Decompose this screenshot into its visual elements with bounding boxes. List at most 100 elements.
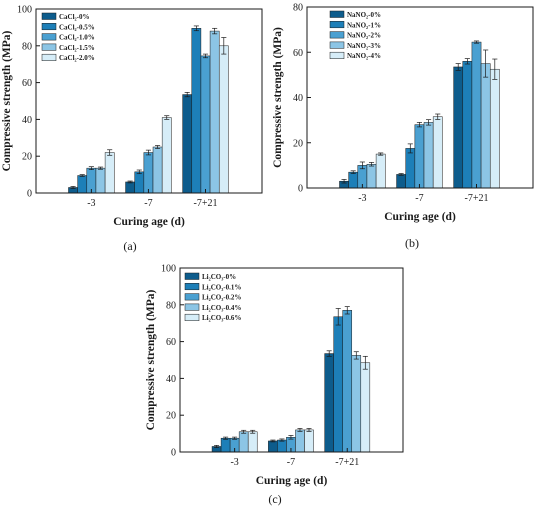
panel-label: (a) [123,239,136,253]
bar-2-3 [191,28,202,194]
y-tick-label: 0 [171,448,176,459]
legend: Li₂CO₃-0% Li₂CO₃-0.1% Li₂CO₃-0.2% Li₂CO₃-0.… [184,272,241,322]
chart-panel-1: 0 20 40 60 80 100 -3 -7 -7+21 Curing age (d) Compr… [1,5,263,253]
legend-swatch [329,10,345,18]
y-tick-label: 60 [293,48,303,59]
bar-3-3 [471,41,482,189]
legend-label: Li₂CO₃-0.2% [202,294,241,302]
bar-4-3 [209,30,220,194]
bar-5-2 [432,116,443,189]
y-tick-label: 100 [161,264,176,275]
plot-frame [179,267,404,453]
legend-label: CaCl₂-1.0% [59,34,95,42]
y-tick-label: 20 [166,411,176,422]
legend-label: NaNO₂-1% [347,21,381,29]
x-axis-title: Curing age (d) [113,216,185,228]
bar-1-3 [324,353,334,453]
bar-1-3 [453,66,464,189]
legend-label: NaNO₂-2% [347,32,381,40]
bar-4-2 [423,122,434,189]
legend-label: CaCl₂-0% [59,13,90,21]
bar-2-1 [220,437,231,453]
legend: CaCl₂-0% CaCl₂-0.5% CaCl₂-1.0% CaCl₂-1.5% Ca… [41,12,95,62]
bar-3-3 [342,310,353,453]
bar-5-1 [247,431,258,453]
legend-swatch [329,51,345,59]
y-tick-label: 40 [22,115,32,126]
y-tick-label: 20 [293,138,303,149]
y-tick-label: 60 [166,337,176,348]
legend-swatch [184,303,200,311]
y-tick-label: 100 [17,5,32,16]
legend-label: CaCl₂-1.5% [59,44,95,52]
x-tick-label: -7+21 [335,457,359,468]
y-tick-label: 20 [22,152,32,163]
bar-4-1 [238,431,249,453]
y-tick-label: 80 [166,300,176,311]
panel-label: (c) [268,492,281,506]
bar-2-3 [462,61,473,189]
legend-label: NaNO₂-4% [347,52,381,60]
bar-5-3 [360,362,371,453]
legend-swatch [184,283,200,291]
x-tick-label: -7+21 [194,198,218,209]
bar-5-1 [104,152,115,194]
bar-4-2 [295,429,305,453]
x-axis-title: Curing age (d) [256,475,328,487]
x-tick-label: -3 [230,457,238,468]
bar-5-3 [489,68,500,189]
x-tick-label: -7 [415,193,423,204]
chart-panel-3: 0 20 40 60 80 100 -3 -7 -7+21 Curing age (d) Compr… [145,264,404,506]
legend-label: NaNO₂-0% [347,11,381,19]
legend-swatch [41,23,57,31]
legend-label: Li₂CO₃-0.4% [202,304,241,312]
y-tick-label: 60 [22,78,32,89]
bar-1-2 [268,440,278,453]
bar-3-3 [200,55,211,194]
legend-swatch [329,41,345,49]
legend-label: NaNO₂-3% [347,42,381,50]
legend-swatch [41,12,57,20]
bar-2-2 [134,171,145,194]
legend-label: Li₂CO₃-0.1% [202,283,241,291]
y-tick-label: 80 [22,41,32,52]
plot-frame [35,8,263,194]
bar-3-2 [414,124,425,189]
x-axis-title: Curing age (d) [384,211,456,223]
y-axis-title: Compressive strength (MPa) [1,30,13,171]
y-tick-label: 40 [166,374,176,385]
bar-4-3 [351,355,362,453]
legend-swatch [184,272,200,280]
x-tick-label: -3 [358,193,366,204]
legend-label: CaCl₂-2.0% [59,54,95,62]
bar-2-1 [348,171,359,189]
bar-1-2 [125,181,135,194]
bar-4-1 [366,163,377,189]
chart-panel-2: 0 20 40 60 80 -3 -7 -7+21 Curing age (d) Compress… [272,3,534,250]
x-tick-label: -7 [144,198,152,209]
legend: NaNO₂-0% NaNO₂-1% NaNO₂-2% NaNO₂-3% NaNO₂-4% [329,10,381,60]
bar-3-2 [143,152,154,194]
x-tick-label: -3 [87,198,95,209]
x-tick-label: -7 [287,457,295,468]
bar-5-1 [375,153,386,189]
bar-1-3 [182,94,193,194]
bar-5-2 [161,117,172,194]
x-tick-label: -7+21 [465,193,489,204]
legend-label: CaCl₂-0.5% [59,23,95,31]
y-tick-label: 80 [293,3,303,14]
legend-swatch [41,33,57,41]
y-tick-label: 40 [293,93,303,104]
bar-2-3 [333,316,343,453]
legend-swatch [41,43,57,51]
y-axis-title: Compressive strength (MPa) [145,289,157,430]
y-axis-title: Compressive strength (MPa) [272,27,284,168]
bar-4-3 [480,63,491,189]
bar-5-2 [304,429,314,453]
panel-label: (b) [405,236,419,250]
legend-swatch [329,21,345,29]
bar-4-1 [95,167,106,194]
legend-label: Li₂CO₃-0.6% [202,314,241,322]
bar-2-1 [77,175,88,194]
